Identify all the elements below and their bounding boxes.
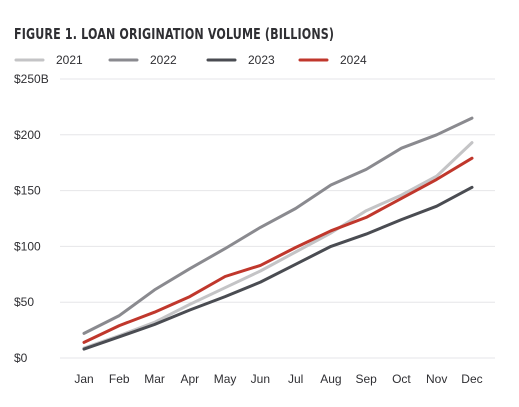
x-tick-label: Mar <box>144 372 165 386</box>
legend-label-2024: 2024 <box>340 53 367 67</box>
series-line-2021 <box>82 141 474 350</box>
y-tick-label: $150 <box>14 184 41 198</box>
y-tick-label: $0 <box>14 351 28 365</box>
y-tick-label: $200 <box>14 128 41 142</box>
legend-label-2023: 2023 <box>248 53 275 67</box>
x-tick-label: May <box>214 372 237 386</box>
y-axis-ticks: $0 $50 $100 $150 $200 $250B <box>14 72 49 365</box>
series-line-2024 <box>82 156 474 344</box>
series-line-2023 <box>82 185 474 351</box>
x-tick-label: Jan <box>74 372 93 386</box>
chart-title: FIGURE 1. LOAN ORIGINATION VOLUME (BILLI… <box>14 25 335 43</box>
x-tick-label: Jun <box>251 372 270 386</box>
x-tick-label: Nov <box>426 372 447 386</box>
y-tick-label: $250B <box>14 72 49 86</box>
y-tick-label: $50 <box>14 295 34 309</box>
x-axis-ticks: Jan Feb Mar Apr May Jun Jul Aug Sep Oct Nov Dec <box>74 372 482 386</box>
legend: 2021 2022 2023 2024 <box>14 53 367 67</box>
x-tick-label: Jul <box>288 372 303 386</box>
legend-label-2021: 2021 <box>56 53 83 67</box>
x-tick-label: Oct <box>392 372 411 386</box>
y-tick-label: $100 <box>14 239 41 253</box>
series-line-2022 <box>82 116 474 335</box>
x-tick-label: Aug <box>320 372 341 386</box>
legend-label-2022: 2022 <box>150 53 177 67</box>
x-tick-label: Dec <box>461 372 482 386</box>
series-lines <box>82 116 474 351</box>
x-tick-label: Feb <box>109 372 130 386</box>
x-tick-label: Sep <box>355 372 377 386</box>
x-tick-label: Apr <box>180 372 199 386</box>
grid-lines <box>60 78 495 359</box>
